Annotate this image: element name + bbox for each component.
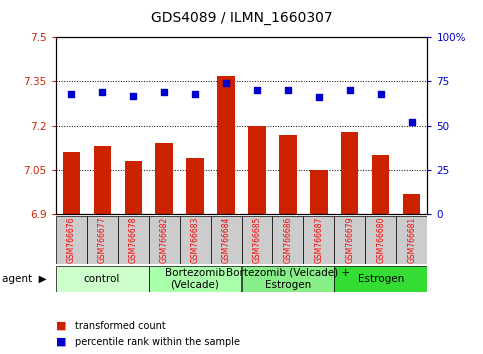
Text: GSM766683: GSM766683 <box>190 217 199 263</box>
Text: Bortezomib
(Velcade): Bortezomib (Velcade) <box>165 268 225 290</box>
Text: GSM766676: GSM766676 <box>67 217 75 263</box>
Text: ■: ■ <box>56 321 66 331</box>
Bar <box>272 216 303 264</box>
Bar <box>372 155 389 214</box>
Text: GSM766681: GSM766681 <box>408 217 416 263</box>
Point <box>315 95 323 100</box>
Bar <box>156 143 172 214</box>
Bar <box>56 266 149 292</box>
Bar <box>86 216 117 264</box>
Point <box>191 91 199 97</box>
Text: GSM766687: GSM766687 <box>314 217 324 263</box>
Bar <box>217 75 235 214</box>
Point <box>346 87 354 93</box>
Bar <box>149 266 242 292</box>
Bar <box>242 216 272 264</box>
Bar <box>280 135 297 214</box>
Text: Estrogen: Estrogen <box>358 274 404 284</box>
Bar <box>242 266 334 292</box>
Bar <box>117 216 149 264</box>
Bar <box>94 146 111 214</box>
Text: GSM766678: GSM766678 <box>128 217 138 263</box>
Text: GSM766677: GSM766677 <box>98 217 107 263</box>
Text: agent  ▶: agent ▶ <box>2 274 47 284</box>
Text: transformed count: transformed count <box>75 321 166 331</box>
Bar <box>366 216 397 264</box>
Point <box>284 87 292 93</box>
Text: GSM766680: GSM766680 <box>376 217 385 263</box>
Bar <box>248 126 266 214</box>
Text: ■: ■ <box>56 337 66 347</box>
Point <box>222 80 230 86</box>
Bar <box>186 158 203 214</box>
Point <box>160 89 168 95</box>
Bar <box>211 216 242 264</box>
Text: GSM766684: GSM766684 <box>222 217 230 263</box>
Point <box>129 93 137 98</box>
Text: GSM766685: GSM766685 <box>253 217 261 263</box>
Bar <box>403 194 421 214</box>
Bar <box>62 152 80 214</box>
Bar <box>334 216 366 264</box>
Text: GSM766682: GSM766682 <box>159 217 169 263</box>
Bar <box>303 216 334 264</box>
Point <box>377 91 385 97</box>
Bar <box>125 161 142 214</box>
Text: percentile rank within the sample: percentile rank within the sample <box>75 337 240 347</box>
Point <box>408 119 416 125</box>
Point <box>253 87 261 93</box>
Text: GSM766686: GSM766686 <box>284 217 293 263</box>
Bar <box>334 266 427 292</box>
Bar <box>311 170 327 214</box>
Bar <box>180 216 211 264</box>
Text: Bortezomib (Velcade) +
Estrogen: Bortezomib (Velcade) + Estrogen <box>226 268 350 290</box>
Text: GSM766679: GSM766679 <box>345 217 355 263</box>
Point <box>98 89 106 95</box>
Text: GDS4089 / ILMN_1660307: GDS4089 / ILMN_1660307 <box>151 11 332 25</box>
Bar <box>149 216 180 264</box>
Bar <box>341 132 358 214</box>
Bar <box>56 216 86 264</box>
Text: control: control <box>84 274 120 284</box>
Point <box>67 91 75 97</box>
Bar <box>397 216 427 264</box>
